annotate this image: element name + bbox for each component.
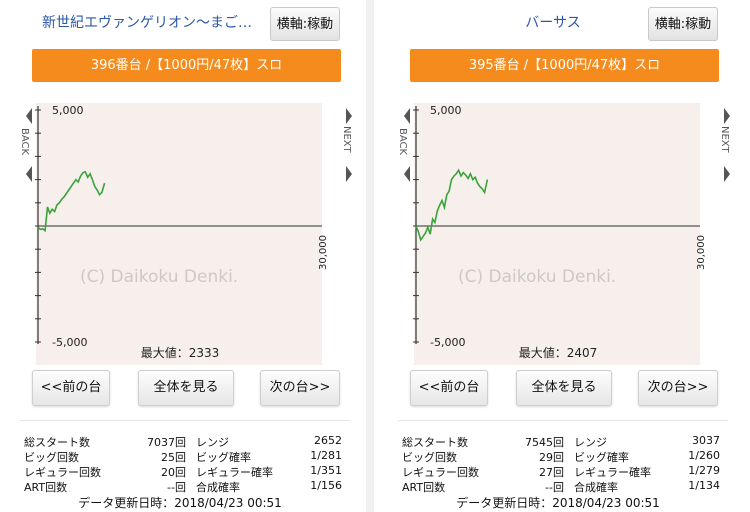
view-all-button[interactable]: 全体を見る [138, 370, 234, 406]
stat-value: 3037 [692, 434, 720, 447]
next-label[interactable]: NEXT [341, 126, 352, 153]
divider-line [398, 420, 728, 421]
stat-label: 合成確率 [196, 481, 240, 494]
prev-machine-button[interactable]: <<前の台 [32, 370, 110, 406]
machine-title[interactable]: バーサス [525, 15, 581, 31]
next-machine-button[interactable]: 次の台>> [638, 370, 718, 406]
stat-value: 1/281 [310, 449, 342, 462]
stat-label: レンジ [196, 436, 229, 449]
next-arrow-up-icon[interactable] [724, 108, 730, 124]
balance-line [415, 168, 489, 242]
stat-value: --回 [545, 481, 564, 494]
stat-label: ART回数 [24, 481, 68, 494]
back-arrow-up-icon[interactable] [404, 108, 410, 124]
stat-value: 7037回 [147, 436, 186, 449]
max-value: 最大値：2407 [518, 346, 598, 360]
stat-label: ビッグ回数 [24, 451, 79, 464]
stats-table: 総スタート数 7037回 レンジ 2652 ビッグ回数 25回 ビッグ確率 1/281 レギ… [24, 434, 354, 494]
back-arrow-down-icon[interactable] [26, 166, 32, 182]
stats-row: レギュラー回数 27回 レギュラー確率 1/279 [402, 464, 732, 479]
stat-label: 合成確率 [574, 481, 618, 494]
stats-table: 総スタート数 7545回 レンジ 3037 ビッグ回数 29回 ビッグ確率 1/260 レギ… [402, 434, 732, 494]
stat-label: レギュラー確率 [574, 466, 651, 479]
stat-value: 1/279 [688, 464, 720, 477]
next-arrow-down-icon[interactable] [346, 166, 352, 182]
y-bottom-label: -5,000 [430, 336, 465, 349]
updated-timestamp: データ更新日時：2018/04/23 00:51 [456, 496, 660, 510]
panel-divider [366, 0, 374, 512]
stat-value: 20回 [161, 466, 186, 479]
next-label[interactable]: NEXT [719, 126, 730, 153]
next-arrow-down-icon[interactable] [724, 166, 730, 182]
stat-label: レギュラー回数 [402, 466, 479, 479]
stat-value: 29回 [539, 451, 564, 464]
machine-panel-left: 新世紀エヴァンゲリオン～まご… 横軸:稼動 396番台 /【1000円/47枚】… [0, 0, 360, 512]
x-max-label: 30,000 [318, 235, 329, 270]
updated-timestamp: データ更新日時：2018/04/23 00:51 [78, 496, 282, 510]
slump-chart-svg: 5,000 -5,000 30,000 (C) Daikoku Denki. B… [19, 103, 352, 365]
stat-label: レギュラー回数 [24, 466, 101, 479]
slump-chart: 5,000 -5,000 30,000 (C) Daikoku Denki. B… [378, 98, 738, 366]
stat-value: --回 [167, 481, 186, 494]
stat-value: 7545回 [525, 436, 564, 449]
stats-row: レギュラー回数 20回 レギュラー確率 1/351 [24, 464, 354, 479]
stat-label: 総スタート数 [24, 436, 90, 449]
stats-row: ビッグ回数 29回 ビッグ確率 1/260 [402, 449, 732, 464]
back-arrow-down-icon[interactable] [404, 166, 410, 182]
stats-row: ART回数 --回 合成確率 1/134 [402, 479, 732, 494]
machine-number-bar: 395番台 /【1000円/47枚】スロ [410, 49, 719, 82]
axis-toggle-button[interactable]: 横軸:稼動 [270, 7, 340, 41]
next-arrow-up-icon[interactable] [346, 108, 352, 124]
stats-row: ART回数 --回 合成確率 1/156 [24, 479, 354, 494]
stat-label: レギュラー確率 [196, 466, 273, 479]
stat-label: レンジ [574, 436, 607, 449]
stat-value: 25回 [161, 451, 186, 464]
watermark: (C) Daikoku Denki. [80, 267, 238, 287]
stat-value: 1/260 [688, 449, 720, 462]
slump-chart-svg: 5,000 -5,000 30,000 (C) Daikoku Denki. B… [397, 103, 730, 365]
stats-row: 総スタート数 7545回 レンジ 3037 [402, 434, 732, 449]
view-all-button[interactable]: 全体を見る [516, 370, 612, 406]
chart-plot-area [36, 103, 322, 365]
stat-value: 1/351 [310, 464, 342, 477]
stat-label: ビッグ確率 [196, 451, 251, 464]
y-top-label: 5,000 [430, 104, 462, 117]
stat-label: ビッグ回数 [402, 451, 457, 464]
stat-label: 総スタート数 [402, 436, 468, 449]
back-label[interactable]: BACK [19, 128, 30, 156]
back-arrow-up-icon[interactable] [26, 108, 32, 124]
watermark: (C) Daikoku Denki. [458, 267, 616, 287]
y-top-label: 5,000 [52, 104, 84, 117]
max-value: 最大値：2333 [140, 346, 220, 360]
machine-panel-right: バーサス 横軸:稼動 395番台 /【1000円/47枚】スロ 5,000 -5… [378, 0, 738, 512]
machine-title[interactable]: 新世紀エヴァンゲリオン～まご… [42, 15, 252, 31]
stat-value: 1/134 [688, 479, 720, 492]
stat-label: ART回数 [402, 481, 446, 494]
slump-chart: 5,000 -5,000 30,000 (C) Daikoku Denki. B… [0, 98, 360, 366]
prev-machine-button[interactable]: <<前の台 [410, 370, 488, 406]
balance-line [37, 170, 106, 233]
chart-plot-area [414, 103, 700, 365]
x-max-label: 30,000 [696, 235, 707, 270]
divider-line [20, 420, 350, 421]
axis-toggle-button[interactable]: 横軸:稼動 [648, 7, 718, 41]
back-label[interactable]: BACK [397, 128, 408, 156]
stat-value: 2652 [314, 434, 342, 447]
stats-row: 総スタート数 7037回 レンジ 2652 [24, 434, 354, 449]
y-bottom-label: -5,000 [52, 336, 87, 349]
stat-label: ビッグ確率 [574, 451, 629, 464]
machine-number-bar: 396番台 /【1000円/47枚】スロ [32, 49, 341, 82]
stat-value: 1/156 [310, 479, 342, 492]
stats-row: ビッグ回数 25回 ビッグ確率 1/281 [24, 449, 354, 464]
next-machine-button[interactable]: 次の台>> [260, 370, 340, 406]
stat-value: 27回 [539, 466, 564, 479]
